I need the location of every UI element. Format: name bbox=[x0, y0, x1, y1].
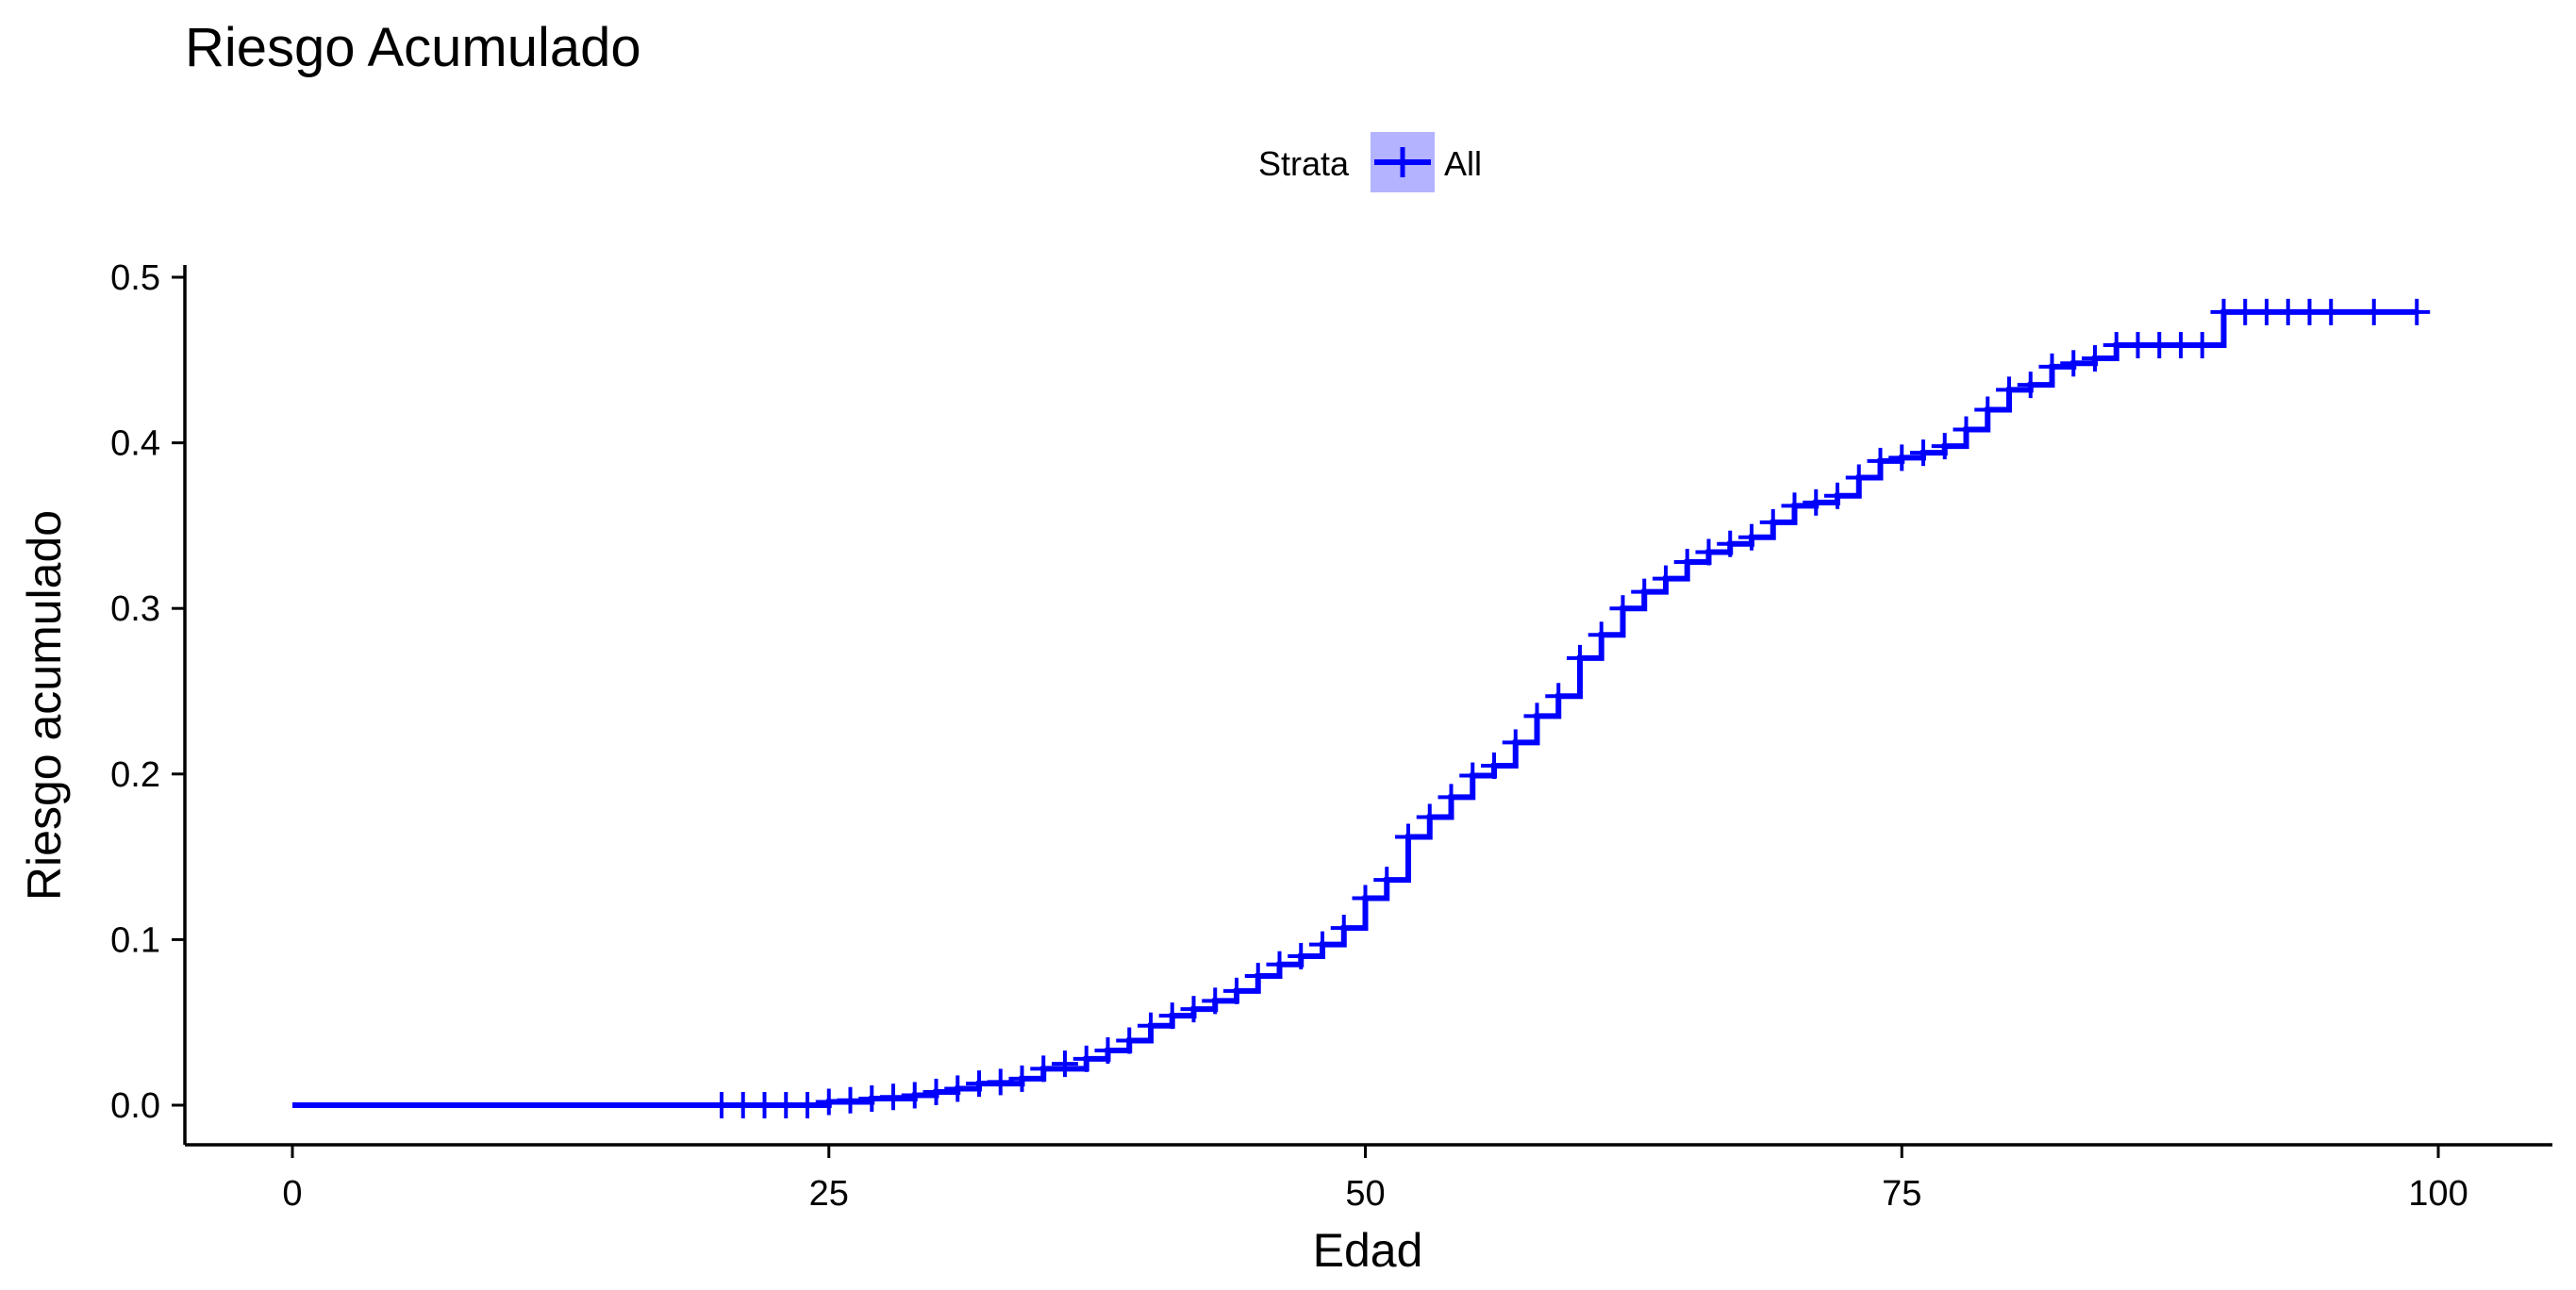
x-tick-label: 100 bbox=[2408, 1174, 2468, 1214]
y-axis-title: Riesgo acumulado bbox=[18, 510, 71, 901]
legend-title: Strata bbox=[1258, 144, 1350, 183]
censor-mark bbox=[1072, 1045, 1100, 1072]
censor-mark bbox=[1030, 1055, 1057, 1083]
x-axis-title: Edad bbox=[1313, 1224, 1423, 1277]
censor-mark bbox=[1867, 447, 1894, 474]
y-tick-label: 0.1 bbox=[110, 920, 160, 960]
censor-mark bbox=[1910, 439, 1936, 467]
censor-mark bbox=[1888, 444, 1916, 471]
censor-mark bbox=[1138, 1012, 1164, 1039]
censor-mark bbox=[1180, 996, 1207, 1023]
censor-mark bbox=[1052, 1050, 1078, 1078]
chart-title: Riesgo Acumulado bbox=[185, 17, 641, 78]
y-tick-label: 0.3 bbox=[110, 589, 160, 629]
x-tick-label: 0 bbox=[282, 1174, 302, 1214]
censor-mark bbox=[2360, 298, 2387, 325]
censor-mark bbox=[1587, 621, 1615, 649]
censor-mark bbox=[1953, 416, 1980, 443]
censor-mark bbox=[1673, 549, 1701, 576]
censor-mark bbox=[1116, 1027, 1143, 1054]
legend: Strata All bbox=[1258, 132, 1482, 192]
censor-mark bbox=[2017, 372, 2044, 399]
censor-mark bbox=[1459, 762, 1487, 789]
censor-mark bbox=[2082, 345, 2108, 372]
censor-mark bbox=[944, 1075, 972, 1102]
censor-mark bbox=[2060, 350, 2087, 377]
censor-mark bbox=[1330, 915, 1357, 942]
censor-mark bbox=[1158, 1002, 1186, 1030]
censor-mark bbox=[1352, 885, 1379, 912]
censor-mark bbox=[1609, 595, 1637, 622]
censor-mark bbox=[2038, 353, 2066, 380]
censor-mark bbox=[1008, 1065, 1036, 1092]
censor-mark bbox=[1974, 396, 2002, 423]
censor-mark bbox=[1438, 784, 1465, 811]
censor-mark bbox=[1824, 482, 1851, 509]
censor-mark bbox=[794, 1092, 821, 1118]
censor-mark bbox=[1395, 823, 1421, 851]
censor-mark bbox=[1373, 867, 1401, 894]
axes bbox=[183, 265, 2552, 1147]
series-all-step-line bbox=[292, 308, 2418, 1108]
censor-mark bbox=[1288, 942, 1315, 969]
censor-mark bbox=[1996, 376, 2022, 404]
censor-mark bbox=[1223, 977, 1250, 1004]
censor-mark bbox=[1202, 987, 1229, 1015]
censor-mark bbox=[2403, 298, 2431, 325]
censor-mark bbox=[1502, 729, 1529, 756]
y-tick-label: 0.0 bbox=[110, 1086, 160, 1126]
y-ticks: 0.0 0.1 0.2 0.3 0.4 0.5 bbox=[110, 258, 185, 1126]
y-tick-label: 0.5 bbox=[110, 258, 160, 298]
plot-area bbox=[292, 298, 2431, 1118]
censor-mark bbox=[1523, 703, 1551, 730]
censor-mark bbox=[1309, 931, 1336, 958]
x-tick-label: 25 bbox=[809, 1174, 849, 1214]
censor-mark bbox=[1781, 492, 1808, 520]
x-tick-label: 50 bbox=[1345, 1174, 1385, 1214]
censor-mark bbox=[1803, 488, 1830, 516]
censor-mark bbox=[922, 1078, 950, 1105]
censor-mark bbox=[2318, 298, 2345, 325]
censor-mark bbox=[1244, 963, 1271, 990]
censor-mark bbox=[1481, 752, 1507, 780]
x-ticks: 0 25 50 75 100 bbox=[282, 1145, 2468, 1214]
censor-mark bbox=[1545, 683, 1572, 710]
censor-mark bbox=[1653, 565, 1679, 592]
censor-mark bbox=[2188, 331, 2216, 358]
censor-mark bbox=[987, 1068, 1014, 1096]
censor-mark bbox=[1631, 578, 1658, 605]
censor-mark bbox=[1266, 951, 1293, 978]
censor-mark bbox=[1567, 644, 1593, 671]
censor-mark bbox=[1759, 508, 1787, 536]
censor-mark bbox=[1695, 538, 1722, 566]
censor-mark bbox=[1416, 803, 1443, 831]
x-tick-label: 75 bbox=[1882, 1174, 1921, 1214]
censor-mark bbox=[1738, 523, 1765, 551]
censor-mark bbox=[1845, 464, 1872, 491]
y-tick-label: 0.2 bbox=[110, 755, 160, 795]
censor-mark bbox=[1717, 530, 1744, 557]
censor-mark bbox=[901, 1082, 928, 1109]
y-tick-label: 0.4 bbox=[110, 424, 160, 464]
censor-mark bbox=[1094, 1037, 1122, 1065]
censor-mark bbox=[1931, 433, 1958, 460]
legend-label-all: All bbox=[1444, 144, 1482, 183]
